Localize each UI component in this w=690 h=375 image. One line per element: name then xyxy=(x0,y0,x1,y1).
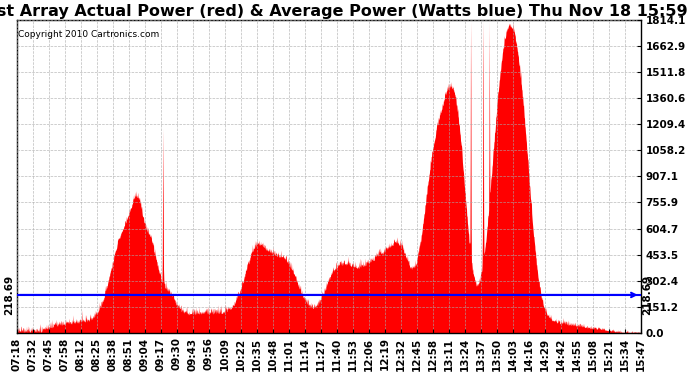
Text: Copyright 2010 Cartronics.com: Copyright 2010 Cartronics.com xyxy=(18,30,159,39)
Text: 218.69: 218.69 xyxy=(3,275,14,315)
Text: 218.69: 218.69 xyxy=(642,275,652,315)
Title: West Array Actual Power (red) & Average Power (Watts blue) Thu Nov 18 15:59: West Array Actual Power (red) & Average … xyxy=(0,4,688,19)
